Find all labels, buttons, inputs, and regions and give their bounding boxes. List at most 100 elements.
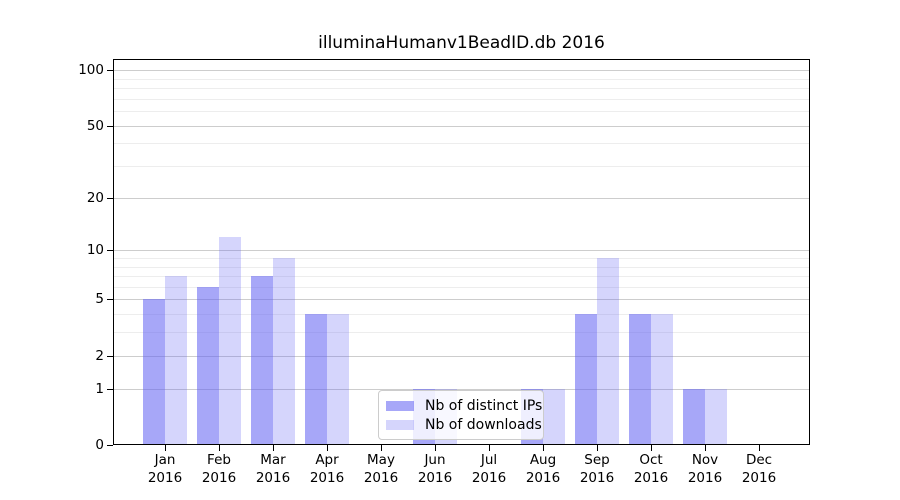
y-tick-label: 5	[95, 291, 104, 308]
y-tick-mark	[107, 250, 113, 252]
y-tick-mark	[107, 70, 113, 71]
x-tick-mark	[327, 445, 328, 451]
major-gridline	[113, 299, 810, 301]
bar-downloads	[651, 314, 673, 445]
minor-gridline	[113, 98, 810, 100]
x-tick-month: Apr	[315, 452, 339, 468]
major-gridline	[113, 197, 810, 199]
minor-gridline	[113, 266, 810, 268]
x-tick-month: Nov	[691, 452, 719, 468]
y-tick-mark	[107, 125, 113, 127]
x-tick-label: Dec 2016	[729, 452, 789, 487]
x-tick-year: 2016	[147, 469, 183, 486]
y-tick-mark	[107, 388, 113, 390]
bar-downloads	[219, 236, 241, 445]
x-tick-month: Jun	[424, 452, 446, 468]
bar-downloads	[327, 314, 349, 445]
major-gridline	[113, 70, 810, 71]
x-tick-label: Jun 2016	[405, 452, 465, 487]
major-gridline	[113, 355, 810, 357]
y-tick-label: 1	[95, 380, 104, 397]
x-tick-mark	[759, 445, 760, 451]
legend-entry: Nb of distinct IPs	[379, 396, 543, 415]
y-tick-label: 2	[95, 347, 104, 364]
x-tick-mark	[489, 445, 490, 451]
bar-distinct-ips	[143, 299, 165, 445]
x-tick-label: Nov 2016	[675, 452, 735, 487]
x-tick-label: Jan 2016	[135, 452, 195, 487]
legend-swatch	[386, 419, 414, 430]
bar-distinct-ips	[683, 388, 705, 445]
y-tick-mark	[107, 355, 113, 357]
minor-gridline	[113, 314, 810, 316]
x-tick-month: Sep	[584, 452, 610, 468]
x-tick-label: Mar 2016	[243, 452, 303, 487]
legend-label: Nb of distinct IPs	[425, 397, 543, 414]
x-tick-month: Jul	[480, 452, 498, 468]
bar-downloads	[273, 257, 295, 445]
x-tick-label: Oct 2016	[621, 452, 681, 487]
x-tick-year: 2016	[687, 469, 723, 486]
x-tick-year: 2016	[633, 469, 669, 486]
x-tick-month: May	[367, 452, 395, 468]
legend-entry: Nb of downloads	[379, 415, 543, 434]
x-tick-year: 2016	[417, 469, 453, 486]
x-tick-month: Jan	[154, 452, 176, 468]
x-tick-year: 2016	[363, 469, 399, 486]
bar-downloads	[597, 257, 619, 445]
x-tick-mark	[381, 445, 382, 451]
bar-distinct-ips	[251, 276, 273, 445]
x-tick-label: Sep 2016	[567, 452, 627, 487]
bar-distinct-ips	[197, 286, 219, 445]
x-tick-year: 2016	[471, 469, 507, 486]
x-tick-label: Feb 2016	[189, 452, 249, 487]
y-tick-label: 0	[95, 437, 104, 453]
minor-gridline	[113, 332, 810, 334]
x-tick-month: Dec	[745, 452, 773, 468]
x-tick-year: 2016	[201, 469, 237, 486]
x-tick-month: Mar	[260, 452, 286, 468]
y-tick-mark	[107, 197, 113, 199]
minor-gridline	[113, 257, 810, 259]
plot-area	[113, 59, 810, 445]
bar-distinct-ips	[575, 314, 597, 445]
major-gridline	[113, 250, 810, 252]
minor-gridline	[113, 166, 810, 167]
minor-gridline	[113, 78, 810, 80]
x-tick-label: Apr 2016	[297, 452, 357, 487]
x-tick-label: May 2016	[351, 452, 411, 487]
y-tick-mark	[107, 299, 113, 301]
x-tick-mark	[435, 445, 436, 451]
chart-title: illuminaHumanv1BeadID.db 2016	[318, 33, 605, 53]
minor-gridline	[113, 143, 810, 145]
x-tick-month: Oct	[639, 452, 663, 468]
x-tick-mark	[219, 445, 220, 451]
x-tick-year: 2016	[309, 469, 345, 486]
x-tick-mark	[273, 445, 274, 451]
bar-distinct-ips	[629, 314, 651, 445]
bar-downloads	[705, 388, 727, 445]
y-tick-label: 10	[86, 242, 104, 259]
x-tick-mark	[543, 445, 544, 451]
y-tick-label: 20	[86, 189, 104, 206]
legend: Nb of distinct IPs Nb of downloads	[378, 390, 544, 440]
legend-label: Nb of downloads	[425, 416, 542, 433]
x-tick-month: Feb	[207, 452, 231, 468]
x-tick-mark	[705, 445, 706, 451]
y-tick-label: 50	[86, 117, 104, 134]
minor-gridline	[113, 87, 810, 89]
legend-swatch	[386, 400, 414, 411]
x-tick-year: 2016	[741, 469, 777, 486]
x-tick-year: 2016	[525, 469, 561, 486]
x-tick-mark	[651, 445, 652, 451]
major-gridline	[113, 125, 810, 127]
x-tick-mark	[597, 445, 598, 451]
bar-distinct-ips	[305, 314, 327, 445]
minor-gridline	[113, 111, 810, 112]
x-tick-month: Aug	[529, 452, 557, 468]
x-tick-year: 2016	[579, 469, 615, 486]
x-tick-label: Jul 2016	[459, 452, 519, 487]
bar-downloads	[165, 276, 187, 445]
bar-downloads	[543, 388, 565, 445]
